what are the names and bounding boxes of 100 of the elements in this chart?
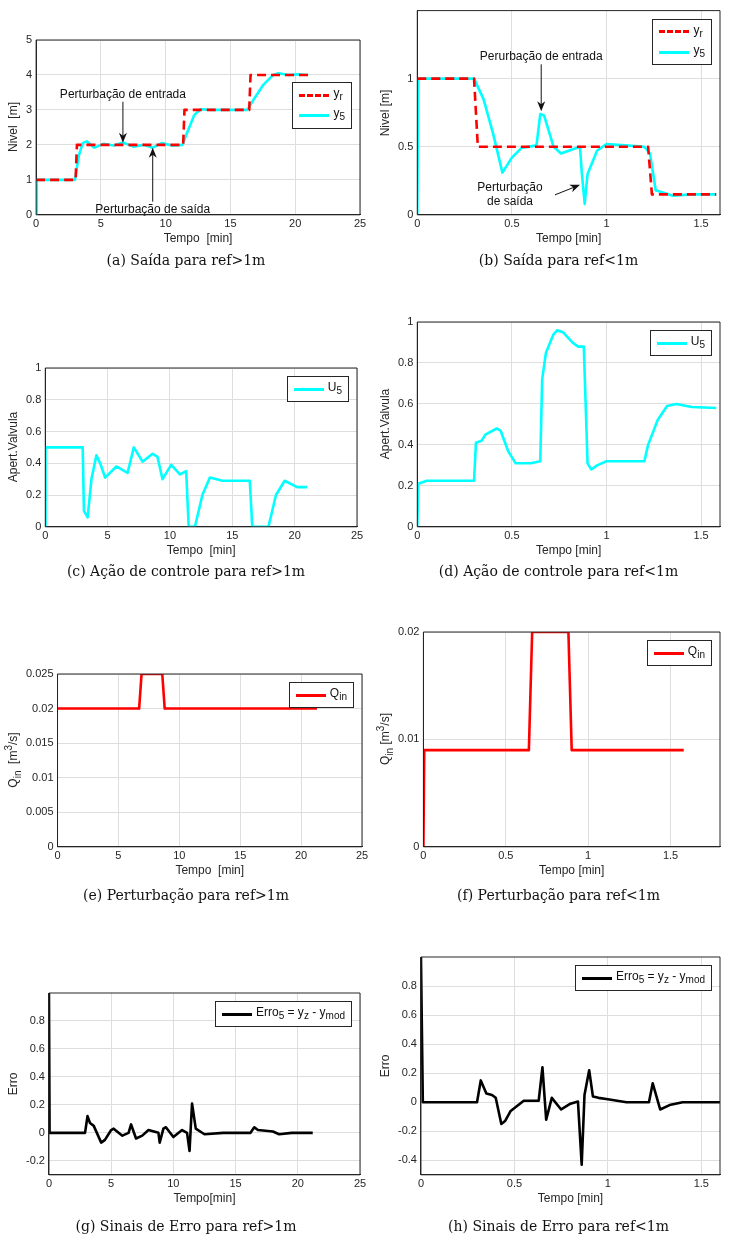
y-tick-label: -0.2	[397, 1124, 417, 1137]
x-tick-label: 1.5	[662, 849, 679, 862]
x-tick-label: 10	[173, 849, 186, 862]
x-tick-label: 1	[604, 1177, 611, 1190]
y-axis-title: Apert.Valvula	[378, 389, 392, 460]
y-tick-label: 3	[25, 102, 33, 115]
x-axis-title: Tempo[min]	[173, 1190, 236, 1205]
text: (d) Ação de controle para ref<1m	[437, 563, 680, 579]
x-tick-label: 5	[97, 217, 104, 230]
x-tick-label: 0.5	[504, 217, 520, 230]
y-tick-label: 0.2	[401, 1066, 417, 1079]
y-tick-label: 0.02	[32, 701, 54, 714]
legend-label: Q$_{in}$	[329, 685, 347, 705]
y-tick-label: 0	[25, 207, 33, 220]
y-tick-label: 1	[35, 361, 42, 374]
y-tick-label: 0.2	[29, 1097, 45, 1110]
legend-label: Erro$_{5}$ = y$_{z}$ - y$_{mod}$	[255, 1004, 345, 1024]
y-tick-label: 0	[413, 839, 420, 852]
y-tick-label: 0.8	[397, 355, 414, 368]
legend-label: Erro$_{5}$ = y$_{z}$ - y$_{mod}$	[615, 968, 705, 988]
x-tick-label: 1	[603, 529, 610, 542]
x-tick-label: 10	[167, 1177, 180, 1190]
x-tick-label: 15	[226, 529, 239, 542]
line-series	[36, 73, 310, 182]
y-axis-title: Erro	[6, 1072, 20, 1096]
y-tick-label: 0.01	[397, 732, 420, 745]
text: (b) Saída para ref<1m	[477, 252, 640, 268]
legend-label: y$_{5}$	[693, 42, 705, 62]
x-tick-label: 20	[291, 1177, 304, 1190]
x-tick-label: 10	[159, 217, 172, 230]
y-tick-label: 0.6	[29, 1041, 45, 1054]
y-tick-label: 1	[407, 71, 414, 84]
y-axis-title: Nivel [m]	[6, 102, 20, 153]
annotation: Perturbação de saída	[477, 180, 544, 209]
x-axis-title: Tempo [min]	[535, 230, 602, 245]
text: (f) Perturbação para ref<1m	[456, 887, 661, 903]
y-tick-label: -0.2	[25, 1153, 45, 1166]
text: (g) Sinais de Erro para ref>1m	[74, 1218, 298, 1234]
y-tick-label: 4	[25, 67, 33, 80]
x-tick-label: 20	[289, 217, 302, 230]
y-tick-label: 0.4	[29, 1069, 45, 1082]
legend-label: y$_{5}$	[333, 105, 345, 125]
y-tick-label: 0.4	[401, 1037, 417, 1050]
x-axis-title: Tempo [min]	[535, 542, 602, 557]
x-tick-label: 10	[163, 529, 177, 542]
y-tick-label: 0.025	[26, 667, 54, 680]
y-tick-label: 0.8	[25, 392, 42, 405]
y-tick-label: 2	[25, 137, 33, 150]
y-tick-label: 0.8	[29, 1014, 45, 1026]
annotation: Perturbação de entrada	[59, 87, 187, 102]
x-tick-label: 1.5	[693, 217, 709, 230]
y-tick-label: 0.01	[32, 770, 54, 783]
y-tick-label: 5	[25, 33, 33, 46]
y-tick-label: 0	[410, 1095, 417, 1108]
x-tick-label: 25	[355, 849, 369, 862]
y-tick-label: 0.6	[401, 1008, 417, 1021]
text: (h) Sinais de Erro para ref<1m	[447, 1218, 670, 1234]
x-tick-label: 25	[350, 529, 364, 542]
x-tick-label: 5	[115, 849, 122, 862]
y-tick-label: 1	[407, 315, 414, 328]
y-tick-label: 0.02	[397, 625, 420, 638]
x-tick-label: 1	[585, 849, 592, 862]
x-tick-label: 5	[104, 529, 111, 542]
y-tick-label: 0.6	[25, 424, 42, 437]
x-tick-label: 1.5	[693, 1177, 709, 1190]
annotation: Perurbação de entrada	[479, 48, 603, 63]
y-tick-label: 0.005	[26, 805, 54, 818]
legend-label: y$_{r}$	[333, 84, 343, 105]
x-tick-label: 1.5	[693, 529, 709, 542]
y-tick-label: 0.2	[397, 478, 414, 491]
text: (c) Ação de controle para ref>1m	[65, 563, 307, 579]
legend-label: U$_{5}$	[690, 333, 705, 353]
text: (e) Perturbação para ref>1m	[82, 887, 290, 903]
x-tick-label: 25	[353, 1177, 367, 1190]
x-tick-label: 1	[603, 217, 610, 230]
y-tick-label: 0.5	[397, 139, 414, 152]
y-axis-title: Nivel [m]	[378, 89, 392, 137]
x-tick-label: 15	[229, 1177, 242, 1190]
x-axis-title: Tempo [min]	[539, 862, 605, 877]
x-axis-title: Tempo [min]	[175, 862, 245, 877]
x-tick-label: 15	[234, 849, 247, 862]
y-tick-label: 0.4	[25, 456, 42, 469]
x-axis-title: Tempo [min]	[163, 230, 233, 245]
x-tick-label: 5	[108, 1177, 115, 1190]
y-tick-label: 0	[38, 1125, 45, 1138]
y-axis-title: Apert.Valvula	[6, 412, 20, 483]
y-axis-title: Erro	[378, 1054, 392, 1078]
y-tick-label: 0	[407, 207, 414, 220]
x-tick-label: 20	[294, 849, 308, 862]
x-axis-title: Tempo [min]	[537, 1190, 604, 1205]
y-tick-label: -0.4	[397, 1153, 417, 1166]
y-tick-label: 1	[25, 172, 33, 185]
y-tick-label: 0	[35, 519, 42, 532]
x-tick-label: 15	[224, 217, 237, 230]
legend-label: Q$_{in}$	[687, 643, 705, 663]
y-tick-label: 0	[407, 519, 414, 532]
y-tick-label: 0.015	[26, 736, 54, 749]
annotation: Perturbação de saída	[95, 201, 211, 216]
text: (a) Saída para ref>1m	[105, 252, 267, 268]
y-tick-label: 0.4	[397, 437, 414, 450]
